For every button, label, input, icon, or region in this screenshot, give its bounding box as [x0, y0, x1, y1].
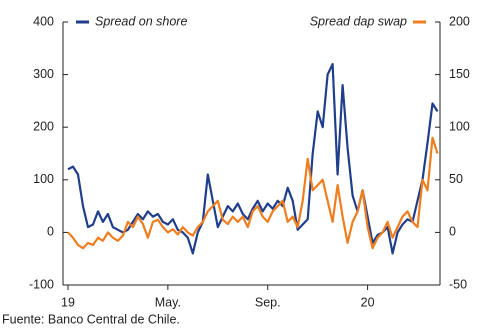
x-tick-label: 20: [361, 295, 375, 309]
y2-tick-label: 50: [449, 172, 463, 186]
y-tick-label: -100: [29, 277, 54, 291]
x-tick-label: 19: [61, 295, 75, 309]
y2-tick-label: 0: [449, 225, 456, 239]
source: Fuente: Banco Central de Chile.: [2, 312, 180, 326]
y-tick-label: 300: [33, 67, 54, 81]
y2-tick-label: 200: [449, 14, 470, 28]
y-tick-label: 0: [47, 225, 54, 239]
legend-label: Spread dap swap: [310, 14, 407, 28]
y-tick-label: 100: [33, 172, 54, 186]
x-tick-label: May.: [155, 295, 181, 309]
legend-label: Spread on shore: [95, 14, 187, 28]
y-tick-label: 400: [33, 14, 54, 28]
y-tick-label: 200: [33, 119, 54, 133]
series-line: [67, 62, 439, 255]
series-line: [67, 136, 439, 250]
y2-tick-label: 100: [449, 119, 470, 133]
y2-tick-label: 150: [449, 67, 470, 81]
y2-tick-label: -50: [449, 277, 467, 291]
x-tick-label: Sep.: [255, 295, 281, 309]
